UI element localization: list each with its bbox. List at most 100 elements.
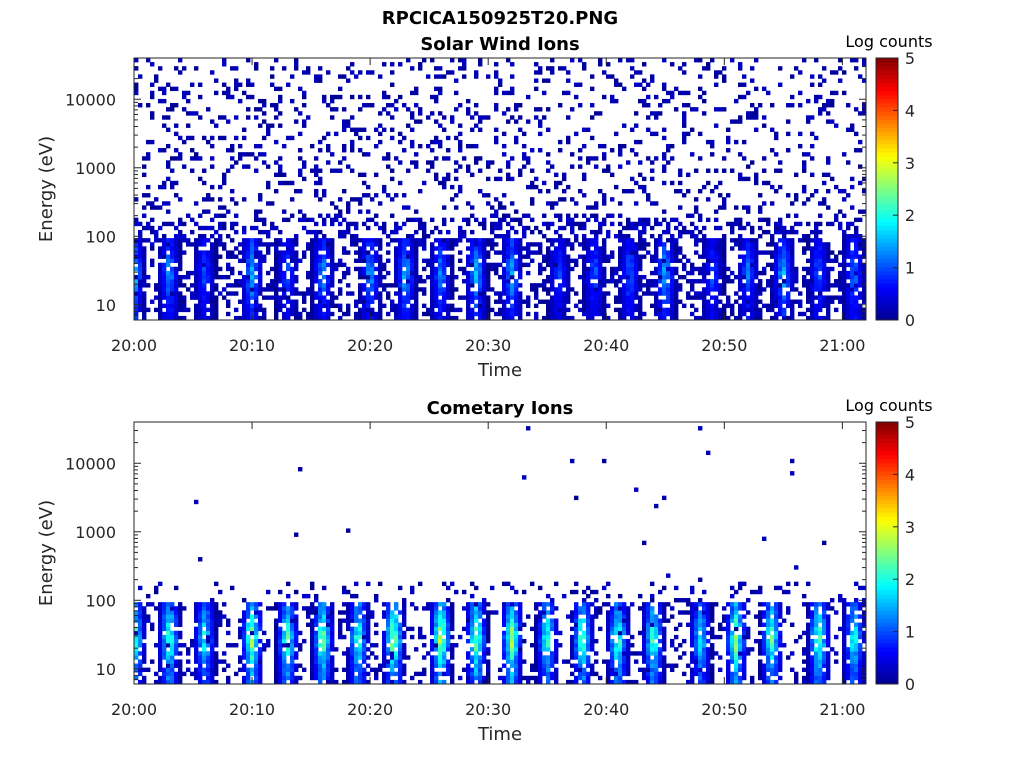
heatmap-cell: [814, 270, 819, 276]
heatmap-cell: [482, 242, 487, 247]
heatmap-cell: [474, 250, 479, 255]
heatmap-cell: [846, 103, 851, 108]
heatmap-cell: [442, 176, 447, 182]
heatmap-cell: [822, 254, 827, 259]
heatmap-cell: [290, 287, 295, 292]
heatmap-cell: [218, 291, 223, 296]
heatmap-cell: [290, 602, 295, 607]
heatmap-cell: [530, 180, 535, 186]
heatmap-cell: [622, 291, 627, 296]
heatmap-cell: [334, 107, 339, 112]
heatmap-cell: [706, 266, 711, 272]
heatmap-cell: [378, 254, 383, 259]
heatmap-cell: [850, 238, 855, 243]
heatmap-cell: [434, 315, 439, 321]
heatmap-cell: [846, 242, 851, 247]
heatmap-cell: [498, 82, 503, 87]
heatmap-cell: [382, 602, 387, 607]
heatmap-cell: [226, 679, 231, 685]
heatmap-cell: [570, 164, 575, 169]
heatmap-cell: [738, 176, 743, 182]
heatmap-cell: [338, 160, 343, 165]
heatmap-cell: [214, 258, 219, 263]
colorbar-step: [876, 213, 898, 219]
heatmap-cell: [134, 287, 139, 292]
heatmap-cell: [474, 279, 479, 284]
heatmap-cell: [598, 225, 603, 231]
heatmap-cell: [498, 221, 503, 227]
heatmap-cell: [218, 221, 223, 227]
heatmap-cell: [342, 610, 347, 615]
heatmap-cell: [394, 307, 399, 313]
heatmap-cell: [278, 262, 283, 268]
heatmap-cell: [510, 74, 515, 79]
heatmap-cell: [494, 107, 499, 112]
heatmap-cell: [346, 606, 351, 611]
heatmap-cell: [706, 180, 711, 186]
heatmap-cell: [506, 242, 511, 247]
heatmap-cell: [198, 94, 203, 100]
heatmap-cell: [634, 254, 639, 259]
heatmap-cell: [710, 303, 715, 309]
heatmap-cell: [170, 295, 175, 300]
heatmap-cell: [862, 299, 867, 304]
heatmap-cell: [602, 193, 607, 198]
heatmap-cell: [190, 291, 195, 296]
heatmap-cell: [350, 242, 355, 247]
heatmap-cell: [194, 111, 199, 116]
heatmap-cell: [810, 238, 815, 243]
heatmap-cell: [142, 659, 147, 664]
heatmap-cell: [358, 148, 363, 153]
heatmap-cell: [686, 279, 691, 284]
heatmap-cell: [246, 266, 251, 272]
heatmap-cell: [310, 242, 315, 247]
heatmap-cell: [250, 626, 255, 632]
heatmap-cell: [330, 270, 335, 276]
heatmap-cell: [174, 659, 179, 664]
heatmap-cell: [202, 225, 207, 231]
heatmap-cell: [246, 311, 251, 317]
heatmap-cell: [314, 168, 319, 173]
heatmap-cell: [218, 238, 223, 243]
heatmap-cell: [802, 266, 807, 272]
heatmap-cell: [314, 638, 319, 644]
heatmap-cell: [166, 606, 171, 611]
heatmap-cell: [662, 98, 667, 104]
heatmap-cell: [522, 254, 527, 259]
heatmap-cell: [134, 82, 139, 87]
heatmap-cell: [314, 180, 319, 186]
heatmap-cell: [174, 307, 179, 313]
heatmap-cell: [562, 258, 567, 263]
heatmap-cell: [674, 287, 679, 292]
heatmap-cell: [858, 266, 863, 272]
heatmap-cell: [542, 213, 547, 218]
heatmap-cell: [210, 283, 215, 288]
heatmap-cell: [294, 62, 299, 67]
heatmap-cell: [238, 659, 243, 664]
heatmap-cell: [770, 283, 775, 288]
heatmap-cell: [258, 197, 263, 202]
heatmap-cell: [326, 70, 331, 75]
heatmap-cell: [334, 168, 339, 173]
heatmap-cell: [194, 655, 199, 660]
heatmap-cell: [278, 618, 283, 623]
colorbar-step: [876, 238, 898, 243]
heatmap-cell: [170, 221, 175, 227]
heatmap-cell: [330, 246, 335, 251]
heatmap-cell: [382, 638, 387, 644]
heatmap-cell: [478, 58, 483, 63]
heatmap-cell: [522, 229, 527, 235]
heatmap-cell: [314, 279, 319, 284]
heatmap-cell: [310, 655, 315, 660]
x-tick-label: 20:10: [229, 336, 275, 355]
heatmap-cell: [682, 131, 687, 137]
heatmap-cell: [210, 659, 215, 664]
heatmap-cell: [698, 58, 703, 63]
heatmap-cell: [566, 279, 571, 284]
heatmap-cell: [182, 66, 187, 71]
heatmap-cell: [682, 70, 687, 75]
heatmap-cell: [842, 213, 847, 218]
heatmap-cell: [170, 643, 175, 648]
heatmap-cell: [258, 667, 263, 673]
heatmap-cell: [678, 283, 683, 288]
